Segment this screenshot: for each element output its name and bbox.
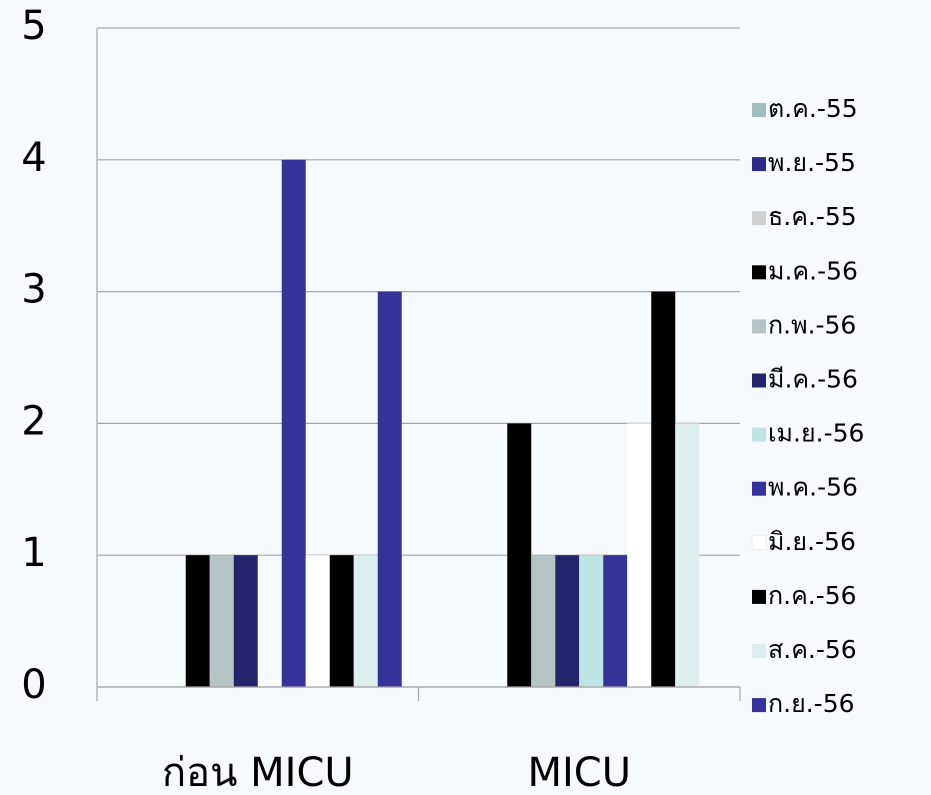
legend-swatch [752, 373, 766, 388]
bar [627, 423, 652, 687]
x-tick-label: ก่อน MICU [162, 750, 354, 795]
legend-label: เม.ย.-56 [768, 419, 864, 448]
bar [185, 555, 210, 687]
legend-label: ธ.ค.-55 [768, 202, 857, 231]
y-tick-label: 2 [21, 398, 46, 444]
bar [353, 555, 378, 687]
legend-swatch [752, 265, 766, 280]
y-tick-label: 3 [21, 267, 46, 313]
bar [675, 423, 700, 687]
legend-label: ก.พ.-56 [768, 310, 856, 339]
bar [507, 423, 532, 687]
legend-label: ก.ค.-56 [768, 581, 857, 610]
legend-label: มิ.ย.-56 [768, 527, 856, 556]
legend-swatch [752, 698, 766, 713]
legend-swatch [752, 644, 766, 658]
legend-swatch [752, 103, 766, 117]
bar [305, 555, 330, 687]
bar [377, 291, 402, 687]
legend-swatch [752, 157, 766, 172]
x-tick-label: MICU [527, 750, 631, 795]
legend-swatch [752, 211, 766, 226]
legend-swatch [751, 535, 767, 551]
legend-label: ก.ย.-56 [768, 689, 855, 718]
legend-swatch [752, 427, 766, 442]
legend-label: พ.ย.-55 [768, 148, 856, 177]
bar [209, 555, 234, 687]
bar [329, 555, 354, 687]
y-tick-label: 0 [21, 662, 46, 708]
legend-swatch [752, 589, 766, 604]
legend-label: ส.ค.-56 [768, 635, 857, 664]
legend-swatch [752, 319, 766, 334]
legend-label: มี.ค.-56 [768, 365, 858, 394]
y-tick-label: 1 [21, 530, 46, 576]
bar [281, 159, 306, 688]
bar [531, 555, 556, 687]
y-tick-label: 4 [21, 135, 46, 181]
legend-label: พ.ค.-56 [768, 473, 858, 502]
bar [555, 555, 580, 687]
legend-swatch [752, 481, 766, 496]
legend-label: ม.ค.-56 [768, 256, 858, 285]
bar [233, 555, 258, 687]
bar [603, 555, 628, 687]
bar [579, 555, 604, 687]
legend-label: ต.ค.-55 [768, 94, 858, 123]
y-tick-label: 5 [21, 3, 46, 49]
bar [651, 291, 676, 687]
